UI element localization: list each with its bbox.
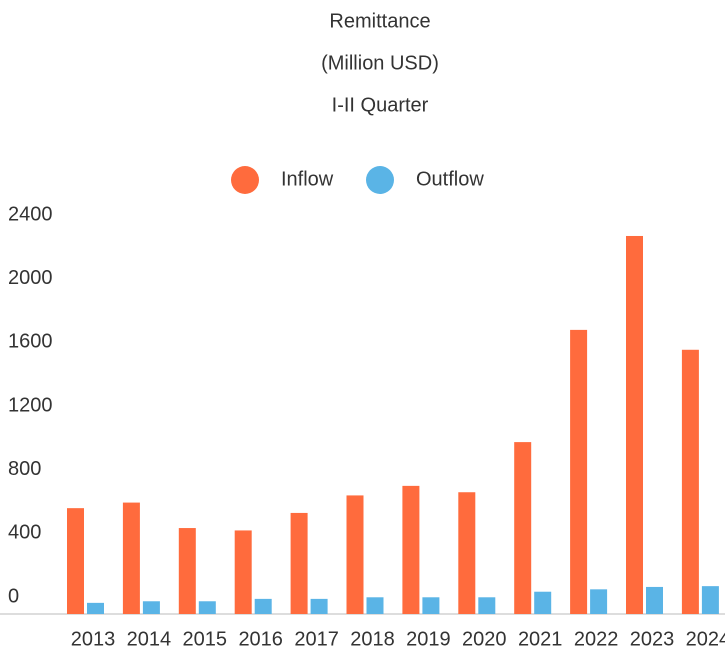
bar xyxy=(366,597,384,614)
bar xyxy=(234,530,252,614)
bar xyxy=(122,502,140,614)
y-tick-label: 0 xyxy=(8,585,19,607)
y-tick-label: 800 xyxy=(8,458,41,480)
bar xyxy=(178,528,196,614)
bar xyxy=(254,598,272,614)
x-tick-label: 2021 xyxy=(518,628,563,650)
legend-swatch xyxy=(366,166,394,194)
bar xyxy=(402,485,420,614)
x-tick-label: 2023 xyxy=(630,628,675,650)
y-tick-label: 1200 xyxy=(8,394,53,416)
bar xyxy=(290,512,308,614)
x-tick-label: 2018 xyxy=(350,628,395,650)
x-tick-label: 2017 xyxy=(294,628,339,650)
chart-title: (Million USD) xyxy=(321,52,439,74)
bar xyxy=(646,586,663,614)
y-tick-label: 1600 xyxy=(8,331,53,353)
bar xyxy=(534,591,552,614)
x-tick-label: 2014 xyxy=(127,628,172,650)
legend-label: Inflow xyxy=(281,168,334,190)
bar xyxy=(478,597,496,614)
x-tick-label: 2015 xyxy=(183,628,228,650)
x-tick-label: 2019 xyxy=(406,628,451,650)
legend-label: Outflow xyxy=(416,168,484,190)
legend-swatch xyxy=(231,166,259,194)
bar xyxy=(142,601,160,614)
x-tick-label: 2020 xyxy=(462,628,507,650)
y-tick-label: 2400 xyxy=(8,203,53,225)
bar xyxy=(87,602,104,614)
bar xyxy=(570,329,588,614)
x-tick-label: 2024 xyxy=(686,628,725,650)
bar xyxy=(422,597,440,614)
x-tick-label: 2022 xyxy=(574,628,619,650)
chart-title: I-II Quarter xyxy=(332,94,429,116)
bar xyxy=(514,442,532,614)
x-tick-label: 2013 xyxy=(71,628,116,650)
bar xyxy=(590,589,608,614)
bar xyxy=(458,492,476,614)
x-tick-label: 2016 xyxy=(238,628,283,650)
bar xyxy=(67,508,84,614)
y-tick-label: 400 xyxy=(8,522,41,544)
bar xyxy=(701,586,719,614)
bar xyxy=(346,495,364,614)
chart-title: Remittance xyxy=(329,10,430,32)
bar xyxy=(198,601,216,614)
y-tick-label: 2000 xyxy=(8,267,53,289)
bar xyxy=(310,598,328,614)
bar xyxy=(626,235,643,614)
bar xyxy=(681,349,699,614)
